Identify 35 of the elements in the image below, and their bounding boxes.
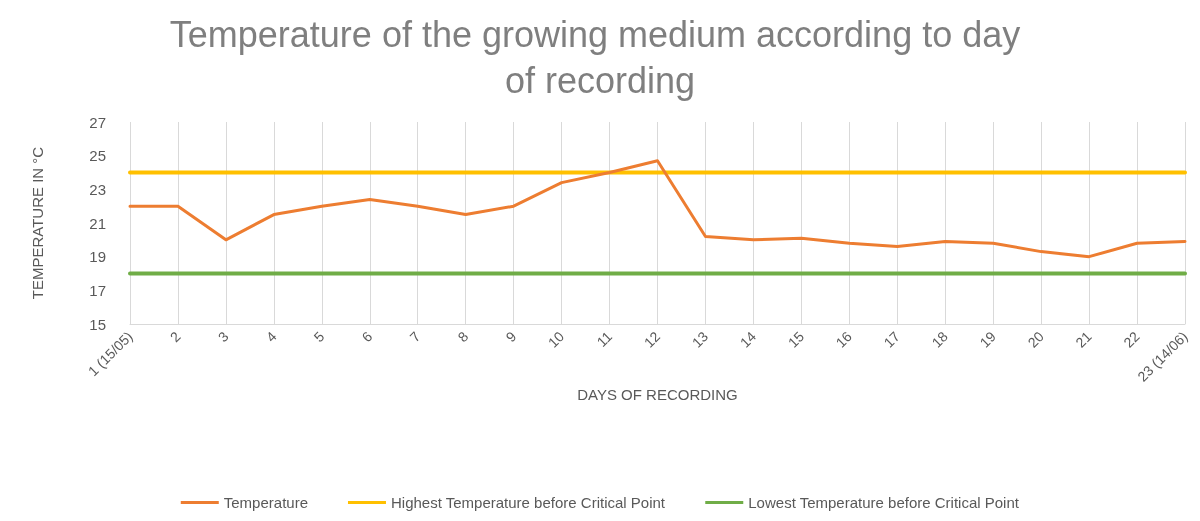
- x-tick-label: 17: [880, 328, 904, 351]
- legend-label: Temperature: [223, 494, 308, 511]
- x-tick-label: 4: [262, 328, 280, 346]
- chart-title: Temperature of the growing medium according to day of recording: [169, 13, 1031, 101]
- x-tick-label: 15: [784, 328, 808, 351]
- x-tick-label: 19: [976, 328, 999, 351]
- x-tick-label: 9: [502, 328, 520, 346]
- x-tick-label: 10: [544, 328, 568, 351]
- y-tick-label: 25: [89, 147, 106, 165]
- y-tick-label: 19: [89, 248, 106, 266]
- x-tick-label: 7: [406, 328, 424, 346]
- y-axis-title: TEMPERATURE IN °C: [29, 146, 46, 300]
- x-tick-label: 13: [688, 328, 712, 351]
- y-tick-label: 23: [89, 180, 106, 198]
- x-tick-label: 6: [358, 328, 376, 346]
- x-tick-label: 5: [310, 328, 328, 346]
- x-axis-title: DAYS OF RECORDING: [577, 386, 738, 404]
- legend-label: Highest Temperature before Critical Point: [390, 494, 666, 511]
- x-tick-label: 20: [1024, 328, 1047, 351]
- x-tick-label: 11: [593, 328, 616, 350]
- x-tick-label: 21: [1072, 328, 1095, 351]
- y-tick-label: 15: [89, 315, 106, 333]
- y-tick-label: 27: [89, 113, 106, 131]
- legend-label: Lowest Temperature before Critical Point: [748, 494, 1020, 511]
- x-tick-label: 8: [454, 328, 472, 346]
- y-tick-label: 17: [89, 281, 106, 299]
- y-tick-label: 21: [89, 214, 106, 232]
- x-tick-label: 22: [1120, 328, 1143, 351]
- x-tick-label: 2: [166, 328, 184, 346]
- line-series: [128, 159, 1187, 259]
- x-tick-label: 16: [832, 328, 856, 351]
- x-tick-label: 14: [736, 328, 760, 351]
- x-tick-label: 12: [640, 328, 664, 351]
- x-tick-label: 3: [214, 328, 232, 346]
- x-tick-label: 18: [928, 328, 952, 351]
